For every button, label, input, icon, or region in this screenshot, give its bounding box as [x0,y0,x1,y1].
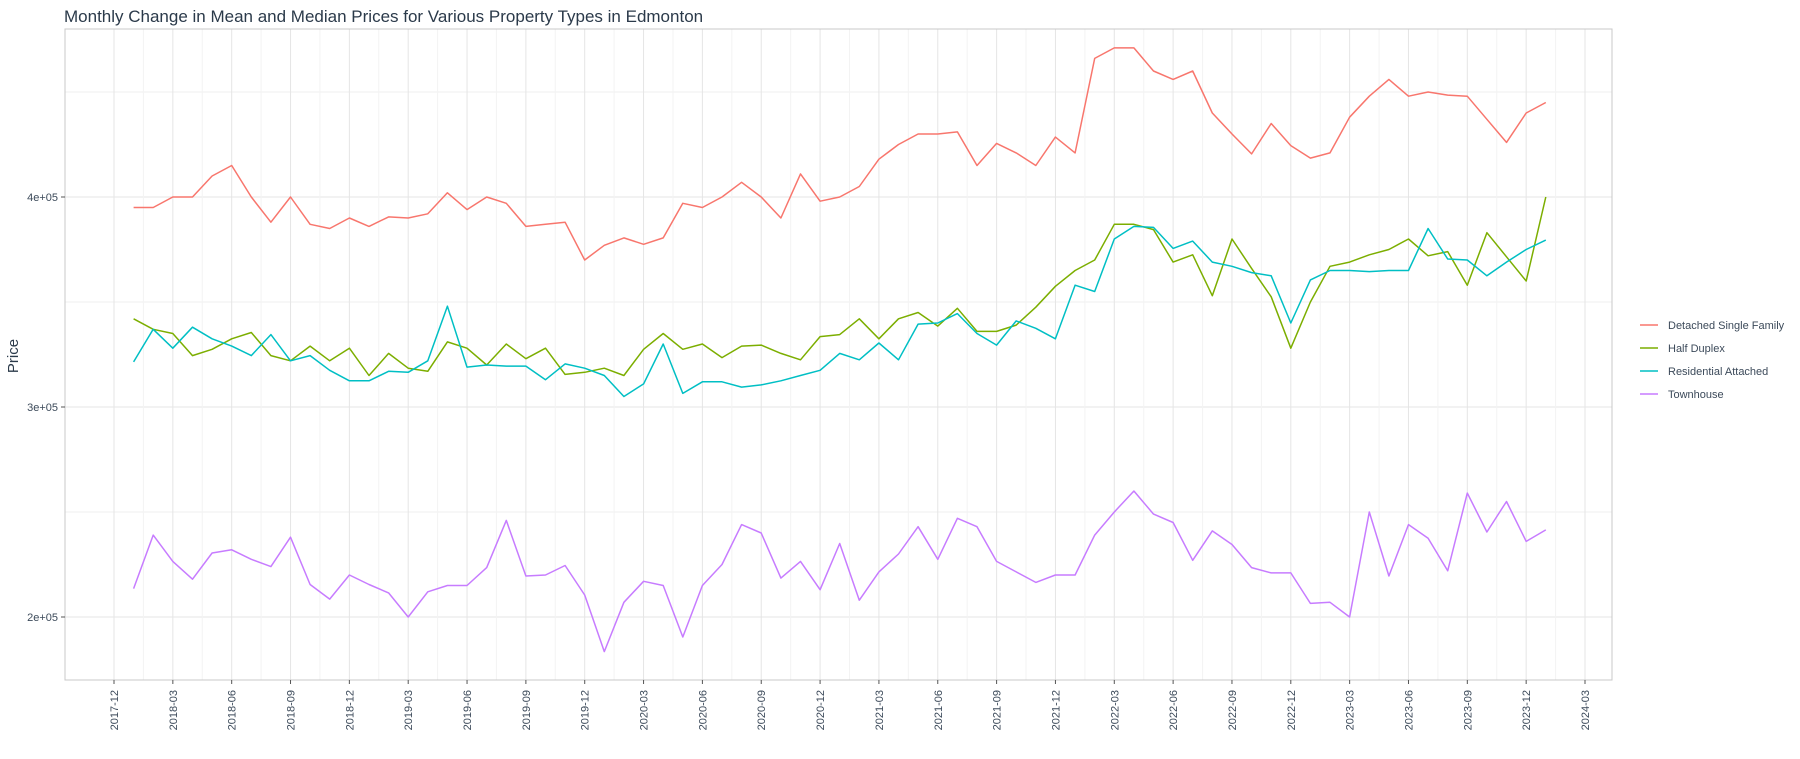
x-tick-label: 2019-06 [462,690,474,730]
legend-label: Half Duplex [1668,343,1725,355]
x-tick-label: 2022-09 [1227,690,1239,730]
x-tick-label: 2020-09 [756,690,768,730]
y-axis: 2e+05 3e+05 4e+05 [27,192,65,624]
x-tick-label: 2023-12 [1521,690,1533,730]
series-line-townhouse [132,490,1547,653]
x-tick-label: 2023-09 [1462,690,1474,730]
x-tick-label: 2023-06 [1403,690,1415,730]
x-tick-label: 2022-06 [1168,690,1180,730]
x-tick-label: 2018-03 [168,690,180,730]
x-tick-label: 2022-12 [1286,690,1298,730]
x-tick-label: 2021-03 [874,690,886,730]
legend-label: Residential Attached [1668,366,1768,378]
x-tick-label: 2021-09 [992,690,1004,730]
y-axis-label: Price [5,339,22,373]
x-tick-label: 2019-03 [403,690,415,730]
x-tick-label: 2018-12 [344,690,356,730]
plot-panel [64,28,1613,681]
chart-title: Monthly Change in Mean and Median Prices… [64,7,703,26]
y-tick-label: 2e+05 [27,612,58,624]
x-tick-label: 2019-12 [580,690,592,730]
series-line-half-duplex [133,196,1547,377]
series-line-detached-single-family [133,47,1547,261]
legend-label: Townhouse [1668,389,1724,401]
series-lines [132,47,1547,653]
x-tick-label: 2020-12 [815,690,827,730]
x-tick-label: 2021-12 [1050,690,1062,730]
legend: Detached Single Family Half Duplex Residen… [1640,320,1785,401]
x-tick-label: 2021-06 [933,690,945,730]
x-tick-label: 2020-03 [639,690,651,730]
x-tick-label: 2018-09 [286,690,298,730]
x-tick-label: 2018-06 [227,690,239,730]
y-tick-label: 4e+05 [27,192,58,204]
x-tick-label: 2019-09 [521,690,533,730]
x-tick-label: 2020-06 [697,690,709,730]
series-line-residential-attached [132,225,1547,398]
x-axis: 2017-12 2018-03 2018-06 2018-09 2018-12 2019-… [109,680,1592,730]
grid-lines [65,29,1612,680]
y-tick-label: 3e+05 [27,402,58,414]
legend-label: Detached Single Family [1668,320,1785,332]
x-tick-label: 2024-03 [1580,690,1592,730]
x-tick-label: 2017-12 [109,690,121,730]
x-tick-label: 2022-03 [1109,690,1121,730]
x-tick-label: 2023-03 [1345,690,1357,730]
